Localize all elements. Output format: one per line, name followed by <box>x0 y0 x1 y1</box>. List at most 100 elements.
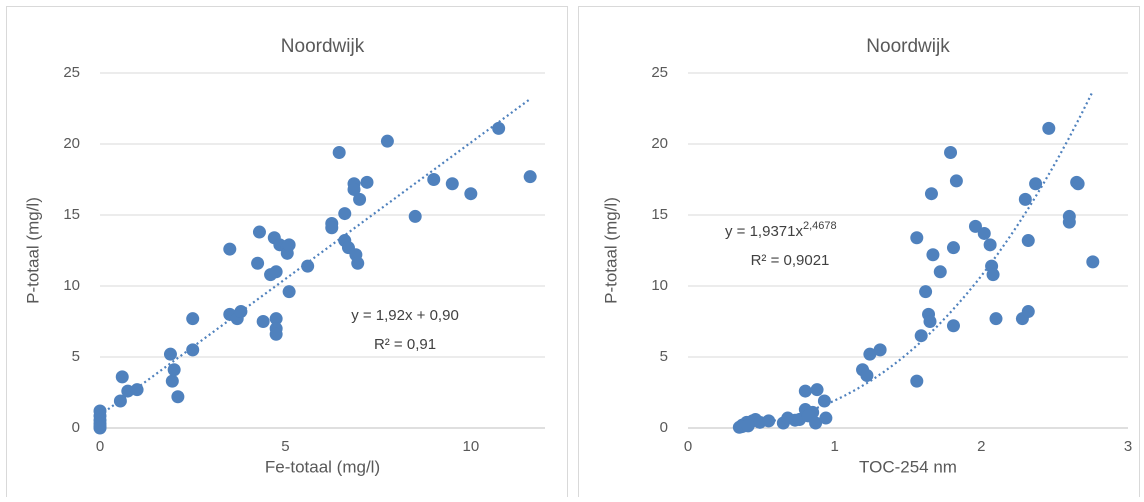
scatter-point <box>1021 305 1035 319</box>
scatter-point <box>408 209 422 223</box>
scatter-point <box>347 182 361 196</box>
x-axis-title: Fe-totaal (mg/l) <box>265 457 380 476</box>
chart-title: Noordwijk <box>866 36 950 57</box>
scatter-point <box>1018 192 1032 206</box>
scatter-point <box>269 327 283 341</box>
scatter-point <box>93 421 107 435</box>
scatter-point <box>1086 255 1100 269</box>
scatter-point <box>234 305 248 319</box>
scatter-point <box>860 368 874 382</box>
x-tick-label: 0 <box>96 438 104 455</box>
x-tick-label: 2 <box>977 438 985 455</box>
x-axis-title: TOC-254 nm <box>859 457 957 476</box>
scatter-point <box>946 319 960 333</box>
trendline-equation: y = 1,9371x2,4678 <box>725 220 837 240</box>
scatter-point <box>353 192 367 206</box>
scatter-point <box>819 411 833 425</box>
scatter-point <box>360 175 374 189</box>
scatter-point <box>1071 177 1085 191</box>
scatter-point <box>809 416 823 430</box>
scatter-point <box>256 315 270 328</box>
scatter-point <box>1029 177 1043 191</box>
equation-exponent: 2,4678 <box>803 220 837 232</box>
scatter-point <box>282 238 296 252</box>
scatter-point <box>171 390 185 404</box>
scatter-point <box>223 242 237 256</box>
scatter-point <box>332 146 346 160</box>
y-tick-label: 10 <box>651 277 668 294</box>
y-tick-label: 25 <box>651 64 668 81</box>
y-tick-label: 15 <box>63 206 80 223</box>
scatter-point <box>926 248 940 262</box>
scatter-point <box>863 347 877 361</box>
r-squared-label: R² = 0,91 <box>374 336 436 353</box>
scatter-point <box>130 383 144 397</box>
scatter-point <box>1062 215 1076 229</box>
scatter-point <box>919 285 933 299</box>
scatter-point <box>933 265 947 279</box>
scatter-point <box>523 170 537 184</box>
y-tick-label: 15 <box>651 206 668 223</box>
scatter-point <box>923 315 937 328</box>
y-tick-label: 5 <box>660 348 668 365</box>
scatter-point <box>946 241 960 255</box>
scatter-point <box>115 370 129 384</box>
scatter-point <box>186 343 200 357</box>
y-tick-label: 25 <box>63 64 80 81</box>
x-tick-label: 5 <box>281 438 289 455</box>
scatter-point <box>251 256 265 270</box>
scatter-point <box>873 343 887 357</box>
scatter-point <box>427 173 441 186</box>
scatter-point <box>977 226 991 240</box>
scatter-point <box>380 134 394 148</box>
scatter-point <box>1021 234 1035 248</box>
scatter-point <box>445 177 459 191</box>
x-tick-label: 3 <box>1124 438 1132 455</box>
scatter-point <box>924 187 938 201</box>
scatter-point <box>817 394 831 408</box>
scatter-point <box>944 146 958 160</box>
scatter-point <box>282 285 296 299</box>
scatter-point <box>338 207 352 221</box>
scatter-point <box>741 419 755 433</box>
scatter-point <box>989 312 1003 326</box>
scatter-point <box>910 374 924 388</box>
y-tick-label: 10 <box>63 277 80 294</box>
scatter-point <box>325 221 339 235</box>
scatter-point <box>301 259 315 273</box>
scatter-point <box>798 384 812 398</box>
scatter-point <box>810 383 824 397</box>
equation-text: y = 1,9371x <box>725 223 803 240</box>
y-tick-label: 0 <box>660 419 668 436</box>
x-tick-label: 0 <box>684 438 692 455</box>
scatter-point <box>165 374 179 388</box>
scatter-point <box>113 394 127 408</box>
trendline-equation: y = 1,92x + 0,90 <box>351 307 459 324</box>
scatter-point <box>492 121 506 135</box>
chart-border <box>6 6 568 502</box>
scatter-point <box>986 268 1000 282</box>
scatter-point <box>968 219 982 233</box>
chart-title: Noordwijk <box>281 36 365 57</box>
scatter-point <box>163 347 177 361</box>
scatter-point <box>351 256 365 270</box>
chart-border <box>578 6 1140 502</box>
scatter-point <box>269 265 283 279</box>
scatter-point <box>983 238 997 252</box>
y-tick-label: 20 <box>651 135 668 152</box>
scatter-point <box>464 187 478 201</box>
y-tick-label: 0 <box>72 419 80 436</box>
y-axis-title: P-totaal (mg/l) <box>601 197 620 304</box>
scatter-point <box>910 231 924 245</box>
scatter-point <box>1042 121 1056 135</box>
y-tick-label: 5 <box>72 348 80 365</box>
scatter-point <box>762 414 776 428</box>
x-tick-label: 10 <box>462 438 479 455</box>
equation-text: y = 1,92x + 0,90 <box>351 307 459 324</box>
scatter-point <box>167 363 181 377</box>
r-squared-label: R² = 0,9021 <box>751 252 830 269</box>
scatter-point <box>269 312 283 326</box>
y-axis-title: P-totaal (mg/l) <box>23 197 42 304</box>
y-tick-label: 20 <box>63 135 80 152</box>
